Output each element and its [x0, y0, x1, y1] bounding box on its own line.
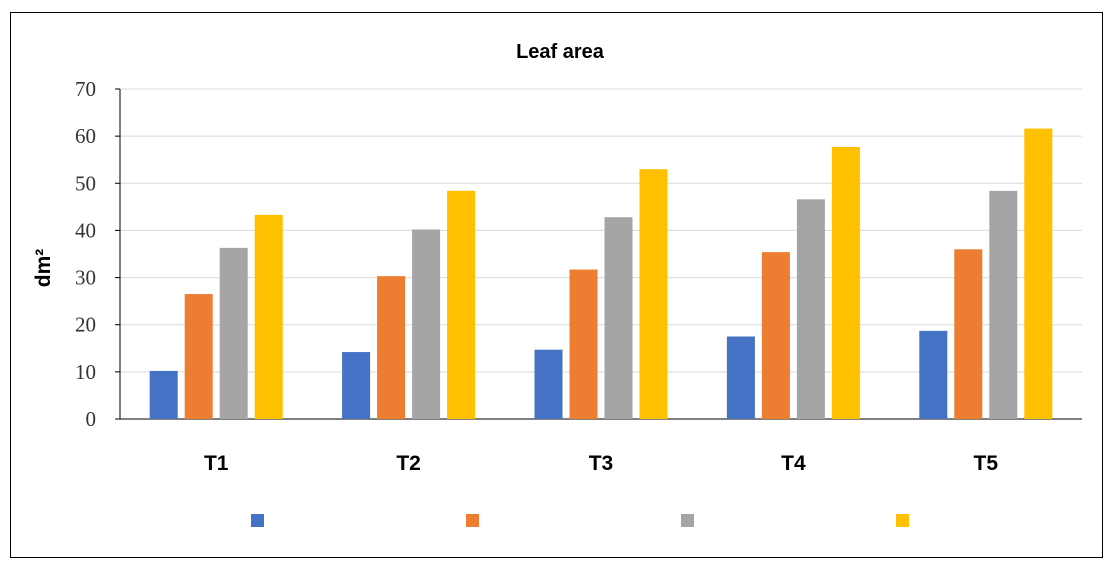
x-tick-label: T3 [589, 452, 614, 475]
y-tick-label: 20 [75, 313, 96, 337]
x-tick-label: T5 [974, 452, 999, 475]
x-tick-label: T4 [781, 452, 806, 475]
bar [726, 336, 755, 419]
y-axis-ticks: 0 10 20 30 40 50 60 70 [75, 77, 96, 431]
bar [534, 349, 563, 419]
bar [639, 169, 668, 419]
y-axis-label: dm² [32, 249, 55, 288]
bar [1024, 128, 1053, 419]
bar [184, 294, 213, 419]
bar [919, 330, 948, 419]
bar [342, 352, 371, 419]
chart-frame [10, 12, 1103, 558]
bar [796, 199, 825, 419]
bars [149, 128, 1053, 419]
y-tick-label: 30 [75, 266, 96, 290]
bar [761, 252, 790, 419]
bar [954, 249, 983, 419]
legend-swatch [466, 514, 479, 527]
bar [377, 276, 406, 419]
x-axis-ticks: T1 T2 T3 T4 T5 [204, 452, 998, 475]
y-tick-label: 0 [86, 407, 97, 431]
legend-swatch [251, 514, 264, 527]
y-tick-label: 70 [75, 77, 96, 101]
bar [989, 190, 1018, 419]
bar [569, 269, 598, 419]
bar [219, 247, 248, 419]
bar [447, 190, 476, 419]
legend-swatch [896, 514, 909, 527]
x-tick-label: T2 [396, 452, 421, 475]
y-tick-label: 50 [75, 171, 96, 195]
bar [831, 146, 860, 419]
chart-title: Leaf area [516, 41, 605, 63]
legend [251, 514, 909, 527]
y-tick-label: 60 [75, 124, 96, 148]
bar [149, 370, 178, 419]
bar [604, 217, 633, 419]
y-tick-label: 10 [75, 360, 96, 384]
legend-swatch [681, 514, 694, 527]
bar [412, 229, 441, 419]
y-tick-label: 40 [75, 218, 96, 242]
x-tick-label: T1 [204, 452, 229, 475]
bar [254, 214, 283, 419]
